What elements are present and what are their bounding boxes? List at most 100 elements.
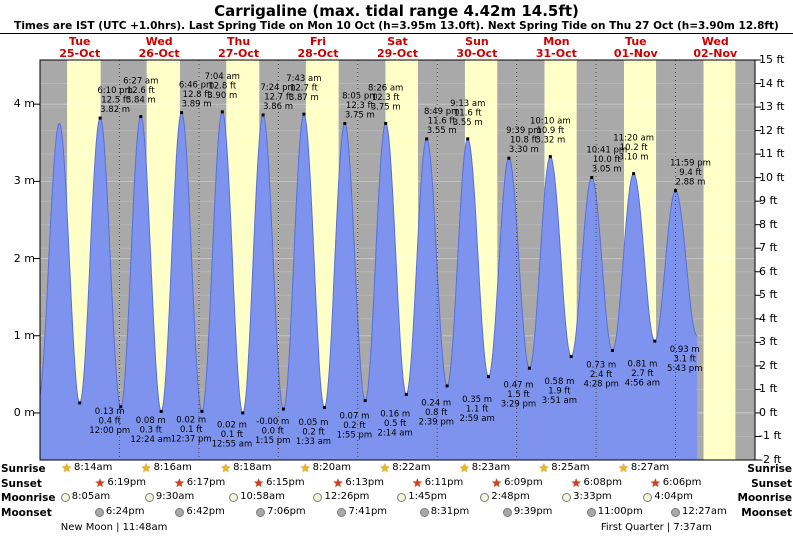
day-name: Wed	[701, 35, 729, 48]
y-axis-right-label: 4 ft	[759, 311, 778, 325]
high-tide-label: 10.9 ft	[536, 126, 564, 136]
sunset-time: 6:08pm	[583, 477, 622, 488]
moonset-icon	[586, 507, 596, 517]
day-date: 29-Oct	[376, 47, 418, 60]
day-date: 25-Oct	[59, 47, 101, 60]
y-axis-right-label: 15 ft	[759, 53, 785, 66]
low-tide-label: 0.02 m	[217, 420, 247, 430]
low-tide-marker	[445, 384, 449, 388]
low-tide-label: 12:55 am	[212, 439, 253, 449]
high-tide-label: 8:05 pm	[342, 91, 377, 101]
high-tide-marker	[632, 172, 636, 176]
high-tide-marker	[139, 115, 143, 119]
sunrise-icon: ★	[140, 461, 152, 475]
y-axis-right-label: 11 ft	[759, 147, 785, 161]
sunrise-entry: ★ 8:18am	[220, 462, 271, 474]
sunrise-time: 8:18am	[233, 462, 272, 473]
sunset-row-label-right: Sunset	[751, 478, 792, 490]
moonrise-entry: 10:58am	[229, 491, 285, 503]
day-date: 28-Oct	[297, 47, 339, 60]
moonset-entry: 12:27am	[671, 506, 727, 518]
high-tide-label: 10.0 ft	[593, 155, 621, 165]
high-tide-marker	[343, 121, 347, 125]
y-axis-right-label: 13 ft	[759, 100, 785, 114]
moonset-entry: 6:24pm	[94, 506, 144, 518]
sunset-time: 6:06pm	[662, 477, 702, 488]
day-name: Thu	[227, 35, 251, 48]
sunrise-icon: ★	[458, 461, 470, 475]
sunset-icon: ★	[173, 476, 185, 490]
high-tide-label: 2.88 m	[676, 178, 706, 188]
sunset-icon: ★	[411, 476, 423, 490]
high-tide-label: 9:39 pm	[506, 126, 541, 136]
sunset-entry: ★ 6:08pm	[571, 477, 622, 489]
day-date: 02-Nov	[693, 47, 738, 60]
day-header-8: Wed 02-Nov	[675, 36, 755, 60]
moonrise-entry: 9:30am	[144, 491, 194, 503]
sunrise-entry: ★ 8:27am	[618, 462, 669, 474]
high-tide-label: 3.30 m	[509, 145, 539, 155]
sunrise-icon: ★	[379, 461, 391, 475]
moonrise-time: 3:33pm	[573, 491, 612, 502]
low-tide-label: 1.5 ft	[507, 390, 530, 400]
high-tide-label: 3.55 m	[453, 118, 483, 128]
high-tide-marker	[180, 111, 184, 115]
day-header-1: Wed 26-Oct	[119, 36, 199, 60]
low-tide-label: -0.00 m	[256, 417, 289, 427]
high-tide-marker	[590, 175, 594, 179]
low-tide-label: 0.81 m	[627, 359, 657, 369]
high-tide-label: 12.7 ft	[290, 84, 318, 94]
high-tide-label: 3.32 m	[535, 136, 565, 146]
high-tide-label: 6:27 am	[123, 77, 158, 87]
sunset-time: 6:09pm	[504, 477, 543, 488]
moonset-time: 7:06pm	[267, 506, 306, 517]
high-tide-label: 12.7 ft	[264, 92, 292, 102]
day-date: 30-Oct	[456, 47, 498, 60]
night-band	[735, 60, 755, 460]
chart-border	[39, 59, 756, 461]
sunset-icon: ★	[650, 476, 661, 490]
sunset-entry: ★ 6:15pm	[253, 477, 304, 489]
day-header-3: Fri 28-Oct	[278, 36, 358, 60]
sunrise-icon: ★	[299, 461, 311, 475]
daylight-band	[703, 60, 736, 460]
low-tide-label: 1.1 ft	[466, 404, 489, 414]
sunrise-time: 8:23am	[471, 462, 511, 473]
sunrise-icon: ★	[618, 461, 629, 475]
high-tide-label: 11.6 ft	[454, 108, 482, 118]
low-tide-marker	[200, 409, 204, 413]
low-tide-label: 2.7 ft	[631, 369, 654, 379]
day-header-7: Tue 01-Nov	[596, 36, 676, 60]
moonset-entry: 9:39pm	[502, 506, 552, 518]
high-tide-marker	[261, 113, 265, 117]
sunrise-icon: ★	[61, 461, 73, 475]
low-tide-label: 0.8 ft	[425, 408, 448, 418]
moonrise-entry: 1:45pm	[397, 491, 447, 503]
sunrise-time: 8:20am	[312, 462, 351, 473]
moonset-time: 12:27am	[682, 506, 727, 517]
high-tide-label: 11.6 ft	[428, 116, 456, 126]
moonrise-entry: 2:48pm	[480, 491, 530, 503]
high-tide-marker	[384, 121, 388, 125]
sunrise-entry: ★ 8:25am	[539, 462, 590, 474]
high-tide-label: 10:10 am	[530, 117, 571, 127]
sunset-icon: ★	[94, 476, 106, 490]
day-date: 26-Oct	[138, 47, 180, 60]
low-tide-label: 0.47 m	[504, 381, 534, 391]
sunset-row-label-left: Sunset	[1, 478, 42, 490]
moonset-entry: 7:41pm	[337, 506, 387, 518]
low-tide-label: 5:43 pm	[667, 364, 702, 374]
y-axis-left-label: 3 m	[13, 174, 35, 188]
y-axis-right-label: 14 ft	[759, 76, 785, 90]
low-tide-label: 0.35 m	[462, 395, 492, 405]
day-date: 01-Nov	[613, 47, 658, 60]
y-axis-right-label: 7 ft	[759, 241, 778, 255]
high-tide-label: 3.86 m	[263, 102, 293, 112]
sunrise-row-label-right: Sunrise	[747, 463, 792, 475]
y-axis-right-label: 2 ft	[759, 358, 778, 372]
high-tide-label: 12.8 ft	[183, 90, 211, 100]
moonset-time: 6:42pm	[186, 506, 225, 517]
moonset-time: 11:00pm	[597, 506, 643, 517]
y-axis-right-label: 5 ft	[759, 288, 778, 302]
high-tide-label: 3.84 m	[126, 96, 156, 106]
